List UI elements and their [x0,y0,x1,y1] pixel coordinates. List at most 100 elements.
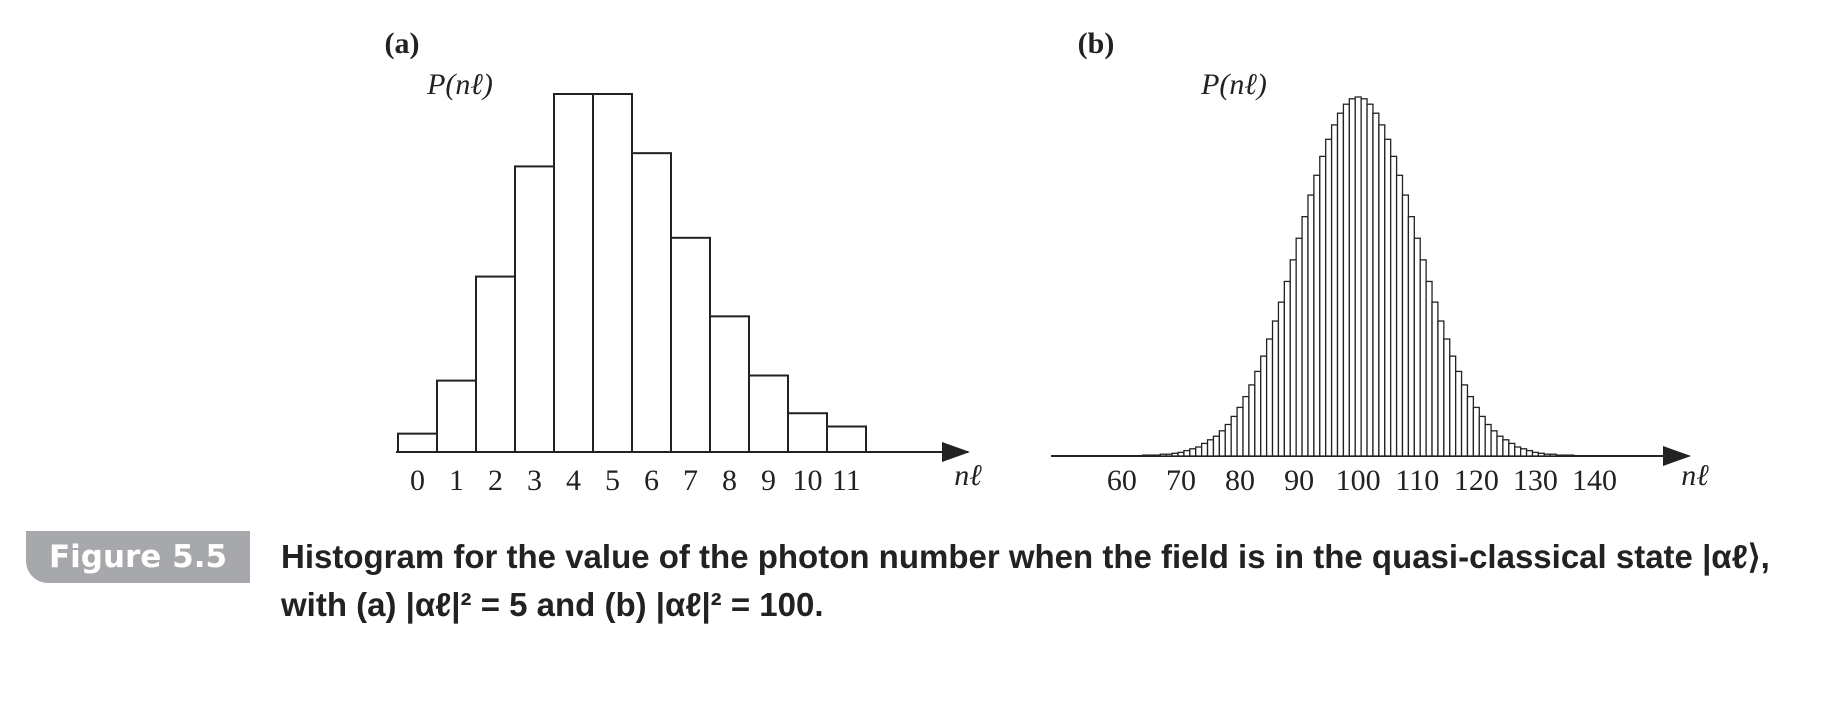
x-tick-label: 60 [1107,464,1137,497]
bar [748,374,789,453]
bar [631,152,672,453]
bar [436,379,477,453]
bar [1378,124,1386,457]
bar [1141,454,1150,457]
x-tick-label: 2 [488,464,503,497]
bar [1449,355,1457,457]
bar [709,315,750,453]
figure: (a) P(nℓ) nℓ (b) P(nℓ) nℓ 0 1 2 3 4 5 6 7 8 9 10 11… [385,27,1710,497]
bar [1537,452,1545,457]
bar [1372,112,1380,457]
bar [1254,370,1262,457]
bar [1342,103,1350,457]
bar [1242,395,1250,457]
bar [1419,259,1427,457]
bar [1395,174,1404,457]
bar [1466,395,1475,457]
bar [1177,451,1185,457]
bar [787,412,828,453]
x-tick-label: 10 [793,464,823,497]
bar [1490,430,1498,457]
x-tick-label: 100 [1336,464,1381,497]
bar [1401,194,1410,457]
bar [592,93,633,453]
bar [1360,98,1368,457]
x-tick-label: 110 [1395,464,1439,497]
bar [1307,194,1315,457]
bar [1183,449,1191,457]
bar [1431,301,1439,457]
bar [1212,435,1221,457]
bar [1289,259,1297,457]
bar [1484,423,1492,457]
bar [1425,280,1433,457]
bar [1567,454,1575,457]
bar [1260,355,1268,457]
x-tick-label: 120 [1454,464,1499,497]
bar [1519,448,1528,457]
bar [1313,174,1321,457]
y-axis-label: P(nℓ) [426,68,493,101]
bar [1159,453,1167,457]
bar [397,432,438,453]
bar [1271,320,1280,457]
bar [1478,415,1486,457]
x-tick-label: 4 [566,464,581,497]
bar [1496,435,1504,457]
bar [826,425,867,454]
x-tick-label: 90 [1284,464,1314,497]
y-axis-label: P(nℓ) [1200,68,1267,101]
bar [1455,370,1463,457]
bar [1354,96,1362,457]
bar [1195,446,1203,457]
bar [514,165,555,453]
x-tick-label: 5 [605,464,620,497]
bar [1525,449,1534,457]
bar [1206,439,1215,457]
x-tick-label: 80 [1225,464,1255,497]
bar [1224,423,1232,457]
bar [1531,451,1540,457]
figure-label: Figure 5.5 [26,531,250,583]
bar [475,275,516,453]
x-tick-label: 1 [449,464,464,497]
bar [670,236,711,453]
bar [1472,406,1480,457]
bar [1407,216,1415,457]
bar [1336,112,1345,457]
bar [1147,454,1156,457]
bar [1437,320,1445,457]
bar [1514,446,1522,457]
bar [1153,454,1161,457]
bar [1502,439,1510,457]
bar [1549,453,1557,457]
bar [1295,237,1303,457]
bar [1236,406,1244,457]
bar [1319,155,1327,457]
bar [1283,280,1291,457]
bar [553,93,594,453]
x-tick-label: 3 [527,464,542,497]
x-tick-label: 0 [410,464,425,497]
bar [1200,442,1209,457]
bar [1230,415,1238,457]
x-tick-label: 7 [683,464,698,497]
bar [1413,237,1421,457]
bar [1390,155,1398,457]
bar [1325,138,1333,457]
bar [1165,453,1173,457]
bar [1561,454,1569,457]
bar [1555,454,1563,457]
bar [1384,138,1392,457]
panel-label: (a) [385,27,420,60]
bar [1366,103,1374,457]
x-tick-label: 140 [1572,464,1617,497]
x-axis-label: nℓ [954,459,982,492]
panel-label: (b) [1078,27,1115,60]
bar [1277,301,1285,457]
x-tick-label: 9 [761,464,776,497]
x-tick-label: 6 [644,464,659,497]
bar [1460,384,1469,457]
bar [1330,124,1339,457]
